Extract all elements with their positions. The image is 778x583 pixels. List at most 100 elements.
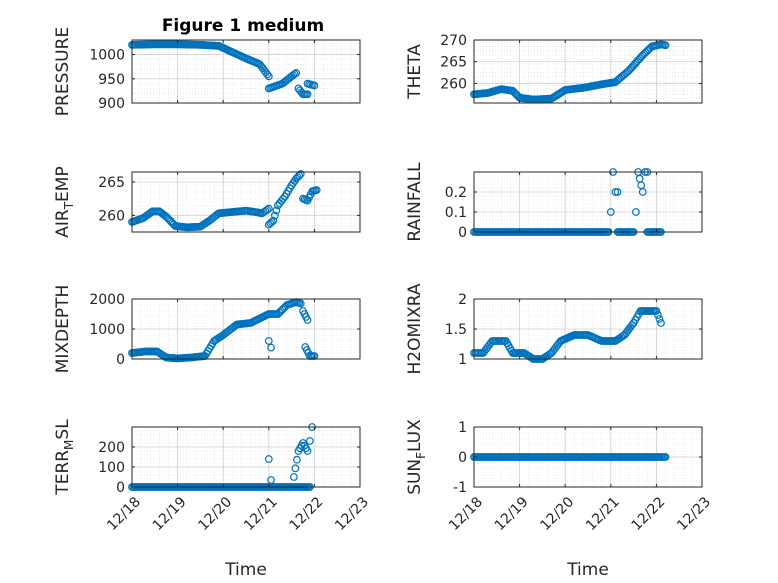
y-axis-label: PRESSURE <box>53 27 73 116</box>
y-axis-label-rest: LUX <box>405 419 425 452</box>
data-point <box>289 473 298 481</box>
data-point <box>611 188 620 196</box>
data-point <box>293 455 301 464</box>
y-axis-label-rest: EMP <box>53 166 73 202</box>
y-axis-label-main: MIXDEPTH <box>53 285 73 374</box>
data-point <box>267 476 275 484</box>
y-tick-label: 200 <box>98 440 125 456</box>
y-axis-label-subscript: M <box>62 440 76 450</box>
data-point <box>312 186 321 194</box>
y-tick-label: 265 <box>98 175 125 191</box>
axes-box <box>131 171 361 233</box>
data-point <box>263 205 271 214</box>
data-point <box>305 437 314 445</box>
figure-title: Figure 1 medium <box>162 16 324 36</box>
subplot-4: 0 0.1 0.2 RAINFALL <box>405 162 703 242</box>
data-point <box>269 216 278 225</box>
y-tick-label: 2 <box>458 292 467 308</box>
subplot-3: 260 265 AIRTEMP <box>53 166 361 238</box>
data-point <box>606 208 615 216</box>
y-tick-label: 0 <box>458 225 467 241</box>
data-point <box>655 315 664 323</box>
data-point <box>303 447 312 455</box>
y-axis-label-main: H2OMIXRA <box>405 283 425 374</box>
subplot-6: 1 1.5 2 H2OMIXRA <box>405 283 703 375</box>
y-tick-label: 950 <box>98 72 125 88</box>
y-tick-label: 1 <box>458 352 467 368</box>
y-axis-label-subscript: T <box>62 201 76 210</box>
y-tick-label: 1 <box>458 420 467 436</box>
y-axis-label: MIXDEPTH <box>53 285 73 374</box>
y-axis-label-subscript: F <box>414 452 428 459</box>
y-tick-label: 900 <box>98 96 125 112</box>
data-point <box>631 208 640 216</box>
data-point <box>290 70 299 78</box>
y-tick-label: 1.5 <box>445 322 467 338</box>
data-point <box>264 337 273 345</box>
axes-box <box>473 39 703 104</box>
data-point <box>263 70 272 79</box>
x-axis-label: Time <box>566 560 609 580</box>
y-tick-label: 100 <box>98 460 125 476</box>
data-point <box>613 188 622 196</box>
data-point <box>296 170 305 178</box>
data-point <box>310 81 319 90</box>
y-tick-label: 260 <box>98 208 125 224</box>
data-point <box>264 204 273 213</box>
axes-box <box>131 39 361 104</box>
y-axis-label: RAINFALL <box>405 162 425 242</box>
data-series <box>470 453 670 461</box>
y-axis-label: H2OMIXRA <box>405 283 425 374</box>
data-point <box>264 72 273 81</box>
y-tick-label: 260 <box>440 76 467 92</box>
y-tick-label: 270 <box>440 33 467 49</box>
y-tick-label: 1000 <box>89 48 125 64</box>
y-tick-label: -1 <box>453 480 467 496</box>
y-axis-label-main: PRESSURE <box>53 27 73 116</box>
y-axis-label: AIRTEMP <box>53 166 76 237</box>
y-tick-label: 0 <box>116 352 125 368</box>
y-axis-label: TERRMSL <box>53 419 76 496</box>
data-series <box>128 40 319 99</box>
y-tick-label: 0 <box>458 450 467 466</box>
y-tick-label: 265 <box>440 55 467 71</box>
subplot-1: 900 950 1000 PRESSURE <box>53 27 361 116</box>
y-axis-label-main: AIR <box>53 209 73 238</box>
data-point <box>270 211 279 220</box>
data-point <box>291 464 300 473</box>
subplot-5: 0 1000 2000 MIXDEPTH <box>53 285 361 374</box>
data-point <box>652 307 661 315</box>
y-tick-label: 0.1 <box>445 205 467 221</box>
y-axis-label-main: THETA <box>405 44 425 100</box>
data-point <box>296 299 305 308</box>
data-point <box>661 41 670 50</box>
data-series <box>470 40 670 104</box>
data-point <box>267 218 276 226</box>
x-axis-label: Time <box>224 560 267 580</box>
y-tick-label: 0 <box>116 480 125 496</box>
data-point <box>661 453 670 461</box>
axes-box <box>131 426 361 488</box>
y-axis-label: THETA <box>405 44 425 100</box>
data-point <box>303 90 312 99</box>
data-point <box>654 311 662 319</box>
axes-box <box>473 171 703 233</box>
y-axis-label: SUNFLUX <box>405 419 428 495</box>
y-axis-label-main: RAINFALL <box>405 162 425 242</box>
data-point <box>303 316 312 324</box>
data-point <box>292 69 301 77</box>
y-axis-label-rest: SL <box>53 419 73 440</box>
y-axis-label-main: TERR <box>53 450 73 496</box>
y-tick-label: 0.2 <box>445 185 467 201</box>
data-point <box>264 455 273 463</box>
y-tick-label: 2000 <box>89 292 125 308</box>
data-point <box>267 343 275 352</box>
data-series <box>128 170 321 232</box>
y-tick-label: 1000 <box>89 322 125 338</box>
data-point <box>657 319 665 327</box>
y-axis-label-main: SUN <box>405 459 425 495</box>
data-point <box>638 188 647 196</box>
